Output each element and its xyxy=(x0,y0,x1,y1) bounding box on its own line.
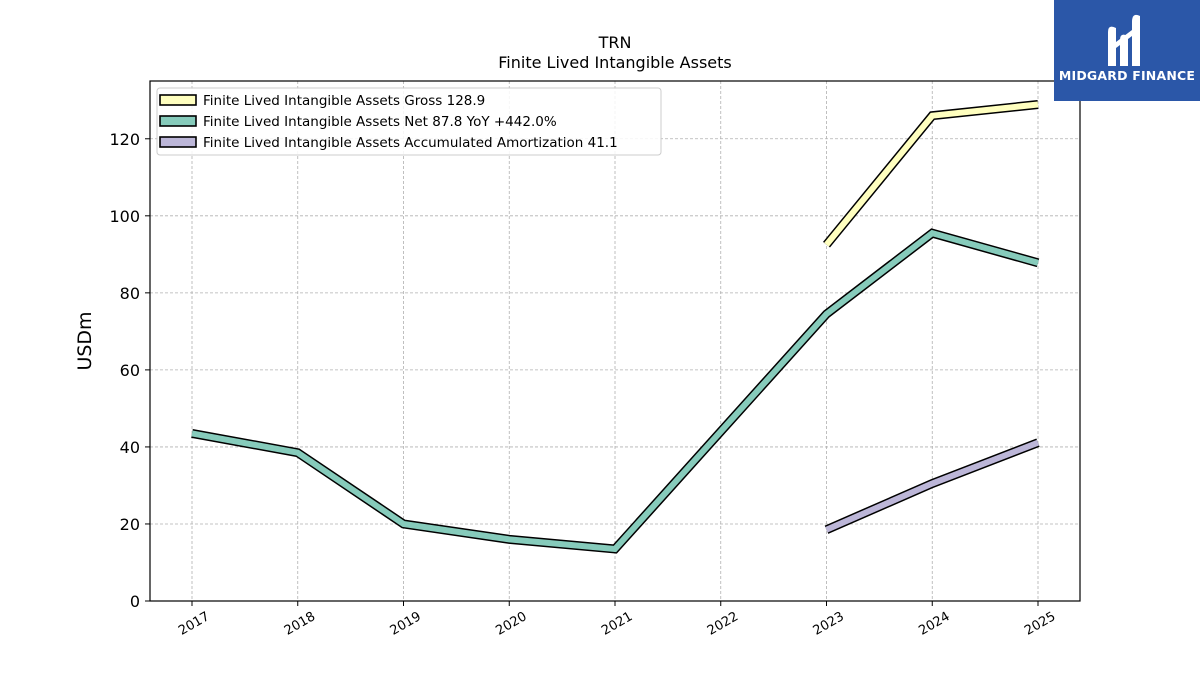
legend-swatch xyxy=(159,115,197,127)
series-3 xyxy=(824,438,1040,534)
grid xyxy=(150,81,1080,601)
y-tick-label: 120 xyxy=(109,130,140,149)
x-tick-label: 2019 xyxy=(388,609,424,639)
series-2 xyxy=(191,228,1040,554)
chart-title: TRN xyxy=(598,33,632,52)
x-tick-label: 2025 xyxy=(1022,609,1058,639)
x-tick-label: 2018 xyxy=(282,609,318,639)
y-axis: 0 20 40 60 80 100 120 xyxy=(109,130,150,611)
legend-swatch xyxy=(159,136,197,148)
chart-subtitle: Finite Lived Intangible Assets xyxy=(498,53,731,72)
x-tick-label: 2021 xyxy=(599,609,635,639)
y-tick-label: 20 xyxy=(120,515,140,534)
legend-swatch xyxy=(159,94,197,106)
x-tick-label: 2017 xyxy=(176,609,212,639)
legend: Finite Lived Intangible Assets Gross 128… xyxy=(156,87,662,156)
x-tick-label: 2023 xyxy=(811,609,847,639)
y-tick-label: 40 xyxy=(120,438,140,457)
logo: MIDGARD FINANCE xyxy=(1054,0,1200,101)
legend-box xyxy=(156,87,662,156)
series-1 xyxy=(823,100,1039,248)
legend-entry: Finite Lived Intangible Assets Net 87.8 … xyxy=(203,114,557,130)
logo-text: MIDGARD FINANCE xyxy=(1058,68,1196,83)
series-line xyxy=(824,101,1039,247)
y-tick-label: 0 xyxy=(130,592,140,611)
series-lines xyxy=(191,100,1040,554)
x-axis: 2017 2018 2019 2020 2021 2022 2023 2024 2025 xyxy=(176,601,1058,639)
x-tick-label: 2022 xyxy=(705,609,741,639)
y-tick-label: 80 xyxy=(120,284,140,303)
series-line xyxy=(191,229,1039,553)
y-axis-label: USDm xyxy=(74,311,96,370)
legend-entry: Finite Lived Intangible Assets Gross 128… xyxy=(203,93,485,109)
y-tick-label: 60 xyxy=(120,361,140,380)
series-line xyxy=(825,439,1040,533)
legend-entry: Finite Lived Intangible Assets Accumulat… xyxy=(203,135,618,151)
logo-mark-icon xyxy=(1108,14,1140,67)
x-tick-label: 2020 xyxy=(493,609,529,639)
x-tick-label: 2024 xyxy=(916,609,952,639)
y-tick-label: 100 xyxy=(109,207,140,226)
